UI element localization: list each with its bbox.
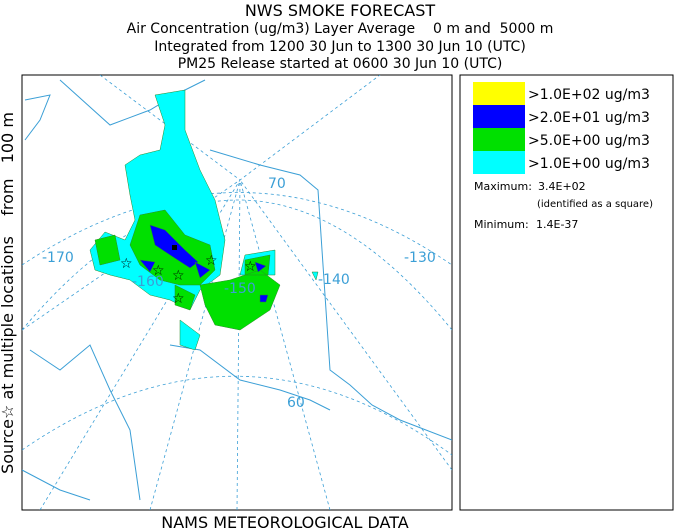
source-star: ☆ xyxy=(120,256,133,272)
map: ☆ ☆ ☆ ☆ ☆ ☆ -170 -160 -150 -140 -130 70 … xyxy=(21,74,453,511)
map-label: 70 xyxy=(268,176,286,192)
legend-swatch xyxy=(473,151,525,174)
minimum-label: Minimum: xyxy=(474,218,529,231)
graticule xyxy=(99,75,381,181)
map-label: -160 xyxy=(132,274,164,290)
source-star: ☆ xyxy=(152,263,165,279)
subtitle: Air Concentration (ug/m3) Layer Average … xyxy=(127,21,554,37)
legend-swatch xyxy=(473,82,525,105)
legend-label: >5.0E+00 ug/m3 xyxy=(528,133,650,149)
maximum-note: (identified as a square) xyxy=(537,199,653,210)
graticule xyxy=(236,179,241,510)
subtitle: Integrated from 1200 30 Jun to 1300 30 J… xyxy=(154,39,526,55)
legend-swatch xyxy=(473,105,525,128)
legend-swatch xyxy=(473,128,525,151)
legend-label: >1.0E+02 ug/m3 xyxy=(528,87,650,103)
graticule xyxy=(22,199,452,331)
map-label: -140 xyxy=(318,272,350,288)
coastline xyxy=(22,79,452,501)
footer: NAMS METEOROLOGICAL DATA xyxy=(161,513,409,532)
source-star: ☆ xyxy=(172,291,185,307)
minimum-value: 1.4E-37 xyxy=(536,218,578,231)
legend-label: >1.0E+00 ug/m3 xyxy=(528,156,650,172)
sources: ☆ ☆ ☆ ☆ ☆ ☆ xyxy=(120,253,257,307)
maximum-square xyxy=(172,245,177,250)
source-star: ☆ xyxy=(244,259,257,275)
map-label: -170 xyxy=(42,250,74,266)
map-label: -130 xyxy=(404,250,436,266)
stats: Maximum: 3.4E+02 (identified as a square… xyxy=(474,180,653,231)
plume xyxy=(139,224,269,303)
graticule xyxy=(22,192,452,266)
subtitle: PM25 Release started at 0600 30 Jun 10 (… xyxy=(178,56,503,72)
plume xyxy=(94,209,281,331)
legend-label: >2.0E+01 ug/m3 xyxy=(528,110,650,126)
source-star: ☆ xyxy=(205,253,218,269)
side-label: Source☆ at multiple locations from 100 m xyxy=(0,112,17,474)
map-label: -150 xyxy=(224,281,256,297)
title: NWS SMOKE FORECAST xyxy=(245,1,436,20)
maximum-value: 3.4E+02 xyxy=(538,180,586,193)
source-star: ☆ xyxy=(172,268,185,284)
map-label: 60 xyxy=(287,395,305,411)
legend: >1.0E+02 ug/m3 >2.0E+01 ug/m3 >5.0E+00 ug/… xyxy=(459,74,674,511)
maximum-label: Maximum: xyxy=(474,180,532,193)
graticule xyxy=(39,179,241,510)
